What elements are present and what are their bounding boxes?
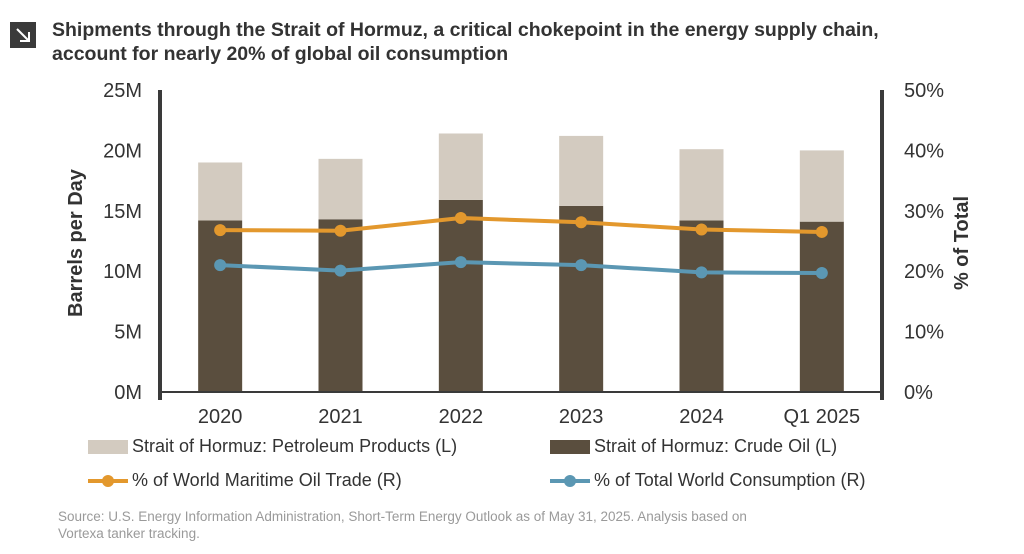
- left-tick-label: 20M: [103, 140, 142, 162]
- point-consumption-2: [454, 256, 467, 269]
- ticks-group: 0M 5M 10M 15M 20M 25M 0% 10% 20% 30% 40% 50% 2020 202…: [103, 80, 944, 428]
- point-consumption-1: [334, 264, 347, 277]
- x-tick-label: 2020: [198, 406, 243, 428]
- legend-item-consumption: % of Total World Consumption (R): [550, 470, 865, 491]
- point-maritime-2: [454, 212, 467, 225]
- point-maritime-5: [815, 225, 828, 238]
- right-tick-label: 0%: [904, 382, 933, 404]
- point-consumption-3: [575, 259, 588, 272]
- source-line-1: Source: U.S. Energy Information Administ…: [58, 509, 747, 524]
- x-tick-label: Q1 2025: [783, 406, 860, 428]
- point-maritime-3: [575, 216, 588, 229]
- legend-item-crude: Strait of Hormuz: Crude Oil (L): [550, 436, 837, 457]
- left-tick-label: 10M: [103, 261, 142, 283]
- right-tick-label: 50%: [904, 80, 944, 102]
- line-maritime: [220, 216, 822, 234]
- arrow-down-right-icon: [10, 22, 36, 48]
- left-tick-label: 0M: [114, 382, 142, 404]
- bar-petroleum-1: [318, 158, 363, 220]
- legend-label-maritime: % of World Maritime Oil Trade (R): [132, 470, 402, 490]
- bar-crude-1: [318, 219, 363, 392]
- legend-label-consumption: % of Total World Consumption (R): [594, 470, 866, 490]
- source-line-2: Vortexa tanker tracking.: [58, 526, 200, 541]
- point-maritime-0: [214, 224, 227, 237]
- point-consumption-4: [695, 266, 708, 279]
- chart-title-line-1: Shipments through the Strait of Hormuz, …: [52, 19, 879, 41]
- line-consumption: [220, 260, 822, 276]
- bars-group: [198, 133, 844, 392]
- bar-petroleum-2: [438, 133, 483, 200]
- legend-swatch-crude: [550, 439, 590, 454]
- bar-petroleum-0: [198, 162, 243, 221]
- legend-swatch-consumption: [550, 474, 590, 488]
- left-tick-label: 5M: [114, 322, 142, 344]
- bar-petroleum-5: [799, 150, 844, 222]
- x-tick-label: 2024: [679, 406, 724, 428]
- right-tick-label: 30%: [904, 201, 944, 223]
- bar-petroleum-3: [559, 135, 604, 206]
- legend-swatch-maritime: [88, 474, 128, 488]
- point-maritime-4: [695, 223, 708, 236]
- left-tick-label: 25M: [103, 80, 142, 102]
- bar-crude-4: [679, 220, 724, 392]
- bar-crude-5: [799, 221, 844, 392]
- x-tick-label: 2021: [318, 406, 363, 428]
- right-axis-label: % of Total: [951, 196, 973, 290]
- left-axis-label: Barrels per Day: [65, 168, 87, 317]
- point-consumption-0: [214, 259, 227, 272]
- legend-label-petroleum: Strait of Hormuz: Petroleum Products (L): [132, 436, 458, 456]
- bar-crude-3: [559, 205, 604, 392]
- right-tick-label: 20%: [904, 261, 944, 283]
- legend-swatch-petroleum: [88, 439, 128, 454]
- left-tick-label: 15M: [103, 201, 142, 223]
- right-tick-label: 10%: [904, 322, 944, 344]
- bar-crude-2: [438, 199, 483, 392]
- legend-item-maritime: % of World Maritime Oil Trade (R): [88, 470, 402, 491]
- legend-item-petroleum: Strait of Hormuz: Petroleum Products (L): [88, 436, 457, 457]
- bar-petroleum-4: [679, 149, 724, 221]
- x-tick-label: 2023: [559, 406, 604, 428]
- right-tick-label: 40%: [904, 140, 944, 162]
- chart-title-line-2: account for nearly 20% of global oil con…: [52, 43, 509, 65]
- bar-crude-0: [198, 220, 243, 392]
- x-tick-label: 2022: [439, 406, 484, 428]
- source-note: Source: U.S. Energy Information Administ…: [58, 508, 958, 542]
- legend-label-crude: Strait of Hormuz: Crude Oil (L): [594, 436, 838, 456]
- axes-group: [158, 90, 884, 400]
- point-maritime-1: [334, 224, 347, 237]
- lines-group: [214, 212, 828, 280]
- point-consumption-5: [815, 267, 828, 280]
- chart-title: Shipments through the Strait of Hormuz, …: [52, 18, 1002, 66]
